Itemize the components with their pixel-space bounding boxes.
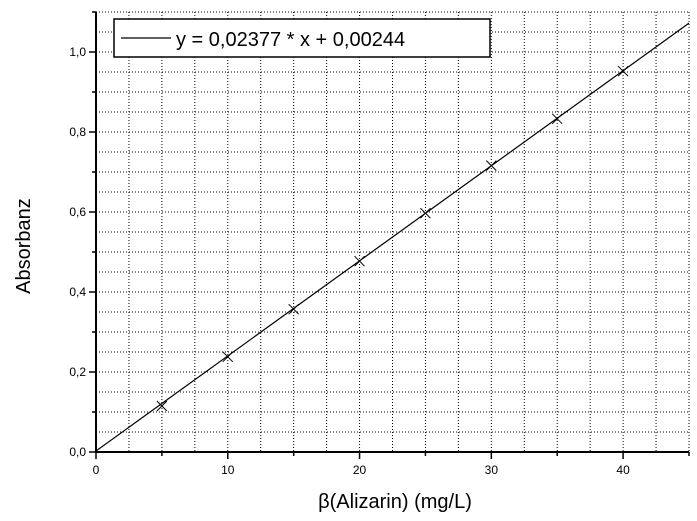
data-markers <box>156 65 629 412</box>
legend-box <box>113 18 491 58</box>
data-point <box>354 255 365 267</box>
grid-lines <box>96 11 690 452</box>
y-tick-label: 0,8 <box>69 125 86 139</box>
y-axis-title: Absorbanz <box>13 198 35 294</box>
y-tick-label: 0,6 <box>69 205 86 219</box>
x-tick-label: 40 <box>616 463 630 477</box>
y-tick-labels: 0,0 0,2 0,4 0,6 0,8 1,0 <box>69 45 86 459</box>
y-tick-label: 0,0 <box>69 445 86 459</box>
legend: y = 0,02377 * x + 0,00244 <box>113 18 491 58</box>
data-point <box>222 351 234 363</box>
data-point <box>485 160 497 171</box>
x-tick-label: 20 <box>353 463 367 477</box>
data-point <box>617 65 629 77</box>
data-point <box>420 207 431 219</box>
x-tick-label: 30 <box>485 463 499 477</box>
x-tick-labels: 0 10 20 30 40 <box>93 463 630 477</box>
legend-fit-equation: y = 0,02377 * x + 0,00244 <box>176 29 405 51</box>
data-point <box>551 113 563 125</box>
y-tick-label: 1,0 <box>69 45 86 59</box>
data-point <box>156 400 168 412</box>
axis-ticks <box>89 11 690 459</box>
x-axis-title: β(Alizarin) (mg/L) <box>318 491 472 513</box>
x-tick-label: 10 <box>221 463 235 477</box>
data-point <box>288 303 300 315</box>
fit-line <box>95 22 690 452</box>
y-tick-label: 0,2 <box>69 365 86 379</box>
y-tick-label: 0,4 <box>69 285 86 299</box>
x-tick-label: 0 <box>93 463 100 477</box>
